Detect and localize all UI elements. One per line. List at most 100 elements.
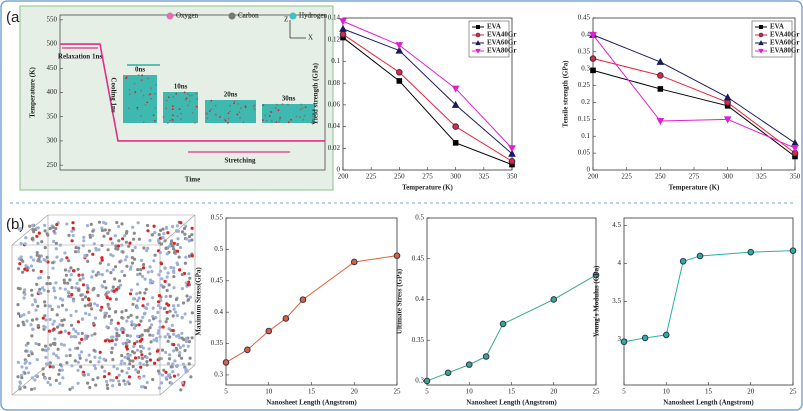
atom [52,352,56,356]
atom [21,320,25,324]
atom [120,269,124,274]
atom [51,225,55,229]
atom [187,272,191,276]
atom [175,314,179,318]
atom [190,233,194,237]
atom [162,116,165,118]
atom [237,103,240,105]
legend-label: Hydrogen [299,12,327,20]
atom [61,376,65,380]
atom [166,339,170,343]
atom [178,351,182,355]
atom [70,323,74,327]
atom [87,353,91,357]
atom [125,333,129,338]
atom [278,121,280,124]
atom [44,349,48,353]
atom [167,96,170,99]
atom [63,329,67,333]
atom [62,278,66,282]
atom [138,291,142,295]
x-tick-label: 25 [394,388,402,396]
atom [97,360,101,364]
atom [147,319,152,323]
axis-indicator-label: Z [284,16,288,24]
atom [177,255,181,259]
legend-label: EVA80Gr [487,47,516,55]
atom [30,318,35,322]
atom [121,330,125,335]
legend-label: Carbon [238,12,259,20]
atom [159,228,163,232]
atom [187,340,191,344]
atom [132,326,136,330]
atom [76,346,80,350]
atom [66,281,70,285]
atom [46,362,50,366]
atom [69,273,73,277]
atom [153,93,156,95]
atom [31,268,35,272]
atom [174,346,178,350]
atom [176,249,180,253]
atom [115,328,119,332]
x-tick-label: 225 [621,173,632,181]
atom [265,119,268,122]
marker [791,145,799,153]
atom [184,336,188,341]
atom [205,112,208,114]
atom [19,241,23,246]
atom [180,112,183,115]
atom [121,250,125,254]
atom [28,361,32,365]
atom [128,241,132,245]
atom [208,110,211,112]
y-tick-label: 0.04 [328,122,341,130]
atom [190,254,194,258]
atom [123,234,127,238]
marker [282,315,290,322]
atom [31,228,35,232]
atom [117,379,121,383]
atom [152,224,156,228]
atom [185,237,189,241]
y-tick-label: 0.4 [214,308,223,316]
atom [76,267,80,271]
atom [190,226,194,230]
atom [125,371,129,375]
atom [43,314,47,318]
atom [128,93,131,96]
panel-label: (b) [6,216,24,233]
atom [126,356,130,361]
atom [24,349,28,353]
atom [72,299,76,303]
atom [229,110,232,113]
atom [275,103,278,106]
atom [179,221,183,225]
x-tick-label: 25 [790,388,798,396]
atom [52,229,56,233]
atom [181,362,185,366]
atom [96,376,100,380]
atom [165,99,168,102]
atom [146,302,150,306]
atom [120,353,124,358]
atom [302,118,305,121]
atom [37,231,41,235]
atom [90,275,94,279]
atom [139,268,143,272]
atom [67,233,71,237]
atom [182,226,187,231]
atom [176,237,180,241]
marker [789,247,797,254]
atom [78,356,82,360]
atom [172,275,176,279]
marker [592,271,600,279]
atom [68,278,72,282]
atom [61,323,65,327]
series-line [342,33,513,162]
atom [105,383,109,387]
x-tick-label: 10 [466,388,474,396]
atom [55,255,59,259]
atom [187,104,189,107]
